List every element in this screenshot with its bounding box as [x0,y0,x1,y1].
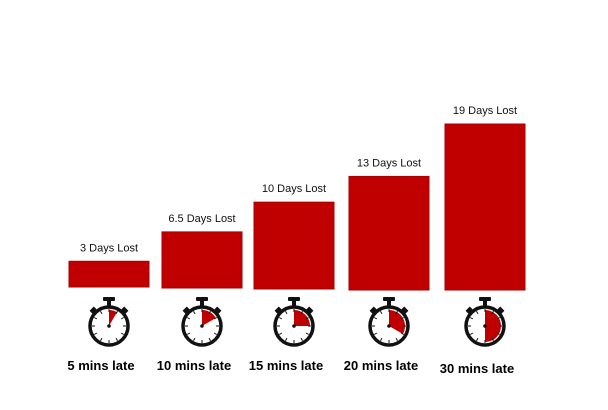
bar-1 [68,260,150,288]
data-label-5: 19 Days Lost [453,105,517,117]
data-label-2: 6.5 Days Lost [168,213,235,225]
category-label-1: 5 mins late [67,358,134,373]
bar-4 [348,175,430,291]
stopwatch-icon [88,297,130,347]
bar-3 [253,201,335,290]
data-label-1: 3 Days Lost [80,242,138,254]
category-label-4: 20 mins late [344,358,418,373]
category-label-3: 15 mins late [249,358,323,373]
stopwatch-icon [273,297,315,347]
data-label-3: 10 Days Lost [262,183,326,195]
data-label-4: 13 Days Lost [357,157,421,169]
stopwatch-icon [181,297,223,347]
category-label-5: 30 mins late [440,361,514,376]
bar-2 [161,231,243,289]
stopwatch-icon [368,297,410,347]
bar-5 [444,123,526,291]
stopwatch-icon [464,297,506,347]
category-label-2: 10 mins late [157,358,231,373]
